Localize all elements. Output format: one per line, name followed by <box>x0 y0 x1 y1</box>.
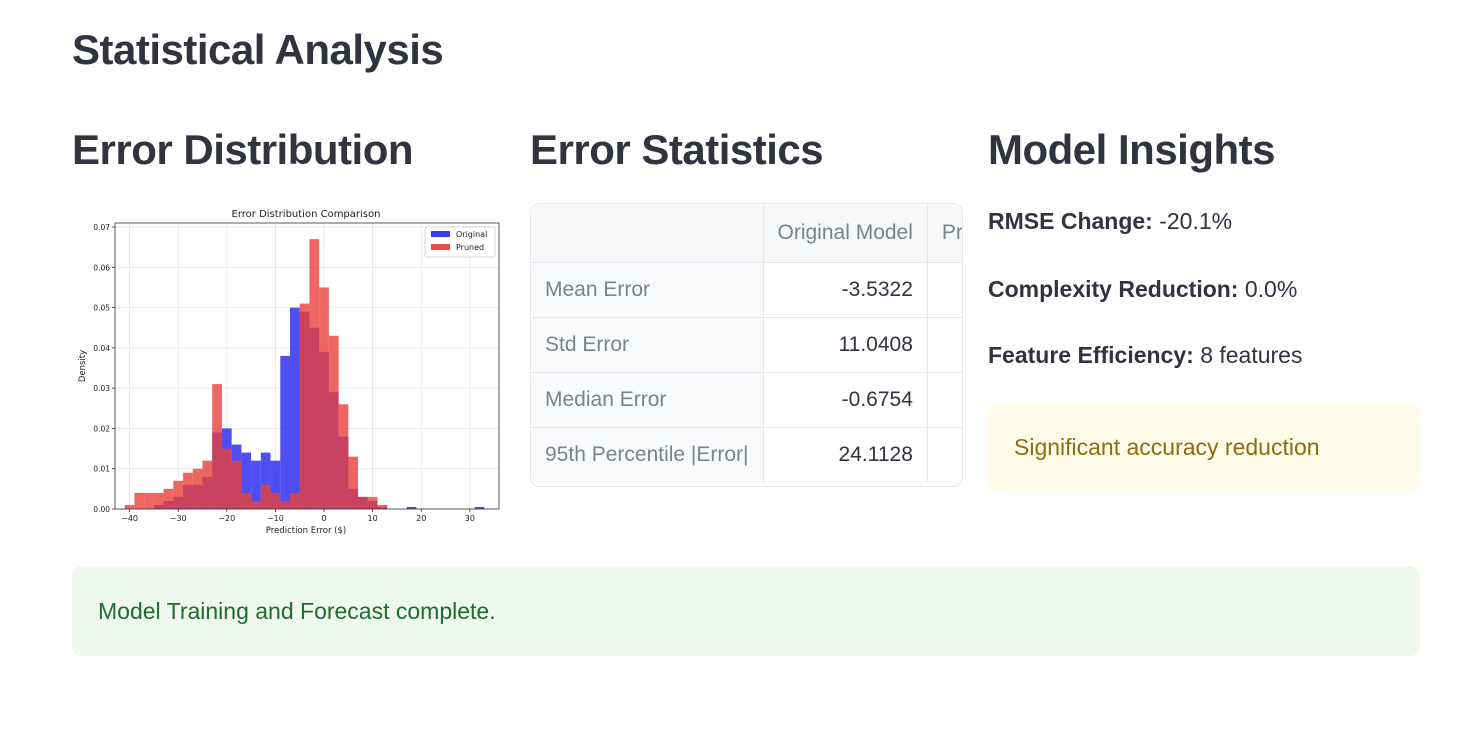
chart-y-tick-label: 0.06 <box>93 263 110 272</box>
error-statistics-table[interactable]: Original Model Pruned Model Mean Error -… <box>530 203 963 487</box>
table-row: Mean Error -3.5322 <box>531 262 962 318</box>
error-distribution-chart: Error Distribution Comparison −40 −30 −20 −… <box>72 203 504 538</box>
histogram-bar-pruned <box>299 303 310 509</box>
legend-swatch-original <box>431 231 450 237</box>
histogram-bar-pruned <box>251 500 261 509</box>
histogram-bar-pruned <box>183 472 193 509</box>
histogram-bar-pruned <box>202 460 213 509</box>
page-title: Statistical Analysis <box>72 26 444 73</box>
legend-swatch-pruned <box>431 244 450 250</box>
row-label: 95th Percentile |Error| <box>531 427 764 482</box>
histogram-bar-pruned <box>231 460 242 509</box>
feature-efficiency-insight: Feature Efficiency: 8 features <box>988 342 1302 369</box>
row-label: Std Error <box>531 317 764 373</box>
cell-original[interactable]: 24.1128 <box>763 427 928 482</box>
success-message: Model Training and Forecast complete. <box>98 597 496 624</box>
histogram-bar-pruned <box>192 468 203 509</box>
histogram-bar-original <box>260 452 271 509</box>
chart-x-label: Prediction Error ($) <box>266 526 346 536</box>
histogram-bar-pruned <box>260 484 271 509</box>
success-alert: Model Training and Forecast complete. <box>72 566 1420 656</box>
histogram-bar-pruned <box>144 492 154 509</box>
legend-label-pruned: Pruned <box>456 243 484 252</box>
histogram-bar-pruned <box>280 500 290 509</box>
histogram-bar-pruned <box>134 492 145 509</box>
chart-x-tick-label: 0 <box>321 514 326 523</box>
chart-y-tick-label: 0.00 <box>93 505 110 514</box>
histogram-bar-original <box>241 452 252 509</box>
histogram-bar-pruned <box>289 492 300 509</box>
error-distribution-heading: Error Distribution <box>72 126 414 173</box>
table-row: Std Error 11.0408 <box>531 317 962 373</box>
complexity-reduction-insight: Complexity Reduction: 0.0% <box>988 276 1297 303</box>
rmse-change-value: -20.1% <box>1159 208 1233 234</box>
chart-y-tick-label: 0.01 <box>93 465 110 474</box>
cell-original[interactable]: -3.5322 <box>763 262 928 318</box>
histogram-bar-original <box>289 307 300 509</box>
histogram-bar-original <box>406 506 417 509</box>
histogram-bar-pruned <box>319 287 329 509</box>
table-header-row: Original Model Pruned Model <box>531 204 962 263</box>
cell-pruned[interactable] <box>927 317 962 373</box>
histogram-bar-pruned <box>163 488 174 509</box>
chart-y-tick-label: 0.02 <box>93 424 110 433</box>
histogram-bar-original <box>474 506 485 509</box>
error-statistics-heading: Error Statistics <box>530 126 824 173</box>
chart-y-tick-label: 0.05 <box>93 304 110 313</box>
chart-x-tick-label: 20 <box>416 514 426 523</box>
histogram-bar-pruned <box>241 492 252 509</box>
chart-y-label: Density <box>78 350 88 382</box>
cell-pruned[interactable] <box>927 427 962 482</box>
chart-x-tick-label: −40 <box>121 514 138 523</box>
table-header-pruned-model[interactable]: Pruned Model <box>927 204 962 263</box>
histogram-bar-pruned <box>358 496 368 509</box>
table-row: 95th Percentile |Error| 24.1128 <box>531 427 962 482</box>
legend-label-original: Original <box>456 230 487 239</box>
table-row: Median Error -0.6754 <box>531 372 962 428</box>
histogram-bar-pruned <box>338 404 349 509</box>
complexity-reduction-value: 0.0% <box>1244 276 1298 302</box>
histogram-bar-pruned <box>270 492 281 509</box>
chart-y-tick-label: 0.03 <box>93 384 110 393</box>
feature-efficiency-label: Feature Efficiency: <box>988 342 1194 368</box>
histogram-bar-pruned <box>348 456 359 509</box>
cell-original[interactable]: 11.0408 <box>763 317 928 373</box>
complexity-reduction-label: Complexity Reduction: <box>988 276 1239 302</box>
histogram-bar-pruned <box>328 335 339 509</box>
warning-alert: Significant accuracy reduction <box>988 403 1420 491</box>
chart-legend: Original Pruned <box>424 226 496 258</box>
histogram-bar-original <box>251 460 261 509</box>
cell-pruned[interactable] <box>927 372 962 428</box>
warning-message: Significant accuracy reduction <box>1014 433 1320 460</box>
chart-x-tick-label: −20 <box>218 514 235 523</box>
histogram-bar-pruned <box>367 496 378 509</box>
row-label: Mean Error <box>531 262 764 318</box>
rmse-change-insight: RMSE Change: -20.1% <box>988 208 1232 235</box>
histogram-bar-pruned <box>212 384 222 509</box>
feature-efficiency-value: 8 features <box>1200 342 1303 368</box>
chart-plot-frame <box>114 222 500 510</box>
table-header-original-model[interactable]: Original Model <box>763 204 928 263</box>
table-header-index <box>531 204 764 263</box>
histogram-bar-pruned <box>309 239 320 509</box>
histogram-bar-original <box>270 460 281 509</box>
model-insights-heading: Model Insights <box>988 126 1276 173</box>
histogram-bar-pruned <box>153 492 164 509</box>
chart-title: Error Distribution Comparison <box>232 209 381 220</box>
chart-y-tick-label: 0.07 <box>93 223 110 232</box>
histogram-bar-pruned <box>124 504 135 509</box>
row-label: Median Error <box>531 372 764 428</box>
chart-x-tick-label: −10 <box>267 514 284 523</box>
cell-pruned[interactable] <box>927 262 962 318</box>
histogram-bar-original <box>280 355 290 509</box>
chart-y-tick-label: 0.04 <box>93 344 110 353</box>
histogram-bar-pruned <box>221 448 232 509</box>
cell-original[interactable]: -0.6754 <box>763 372 928 428</box>
chart-x-tick-label: 30 <box>465 514 475 523</box>
histogram-bar-pruned <box>173 480 184 509</box>
rmse-change-label: RMSE Change: <box>988 208 1153 234</box>
chart-x-tick-label: 10 <box>368 514 378 523</box>
chart-x-tick-label: −30 <box>170 514 187 523</box>
histogram-bar-pruned <box>377 504 388 509</box>
